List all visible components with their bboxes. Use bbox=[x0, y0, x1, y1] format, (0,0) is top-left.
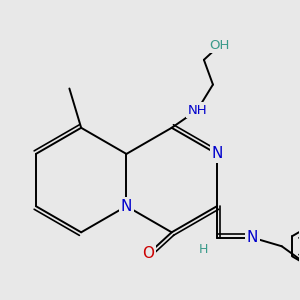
Text: N: N bbox=[121, 199, 132, 214]
Text: NH: NH bbox=[188, 103, 207, 117]
Text: H: H bbox=[199, 243, 208, 256]
Text: O: O bbox=[142, 246, 154, 261]
Text: OH: OH bbox=[209, 39, 230, 52]
Text: N: N bbox=[247, 230, 258, 245]
Text: N: N bbox=[211, 146, 223, 161]
